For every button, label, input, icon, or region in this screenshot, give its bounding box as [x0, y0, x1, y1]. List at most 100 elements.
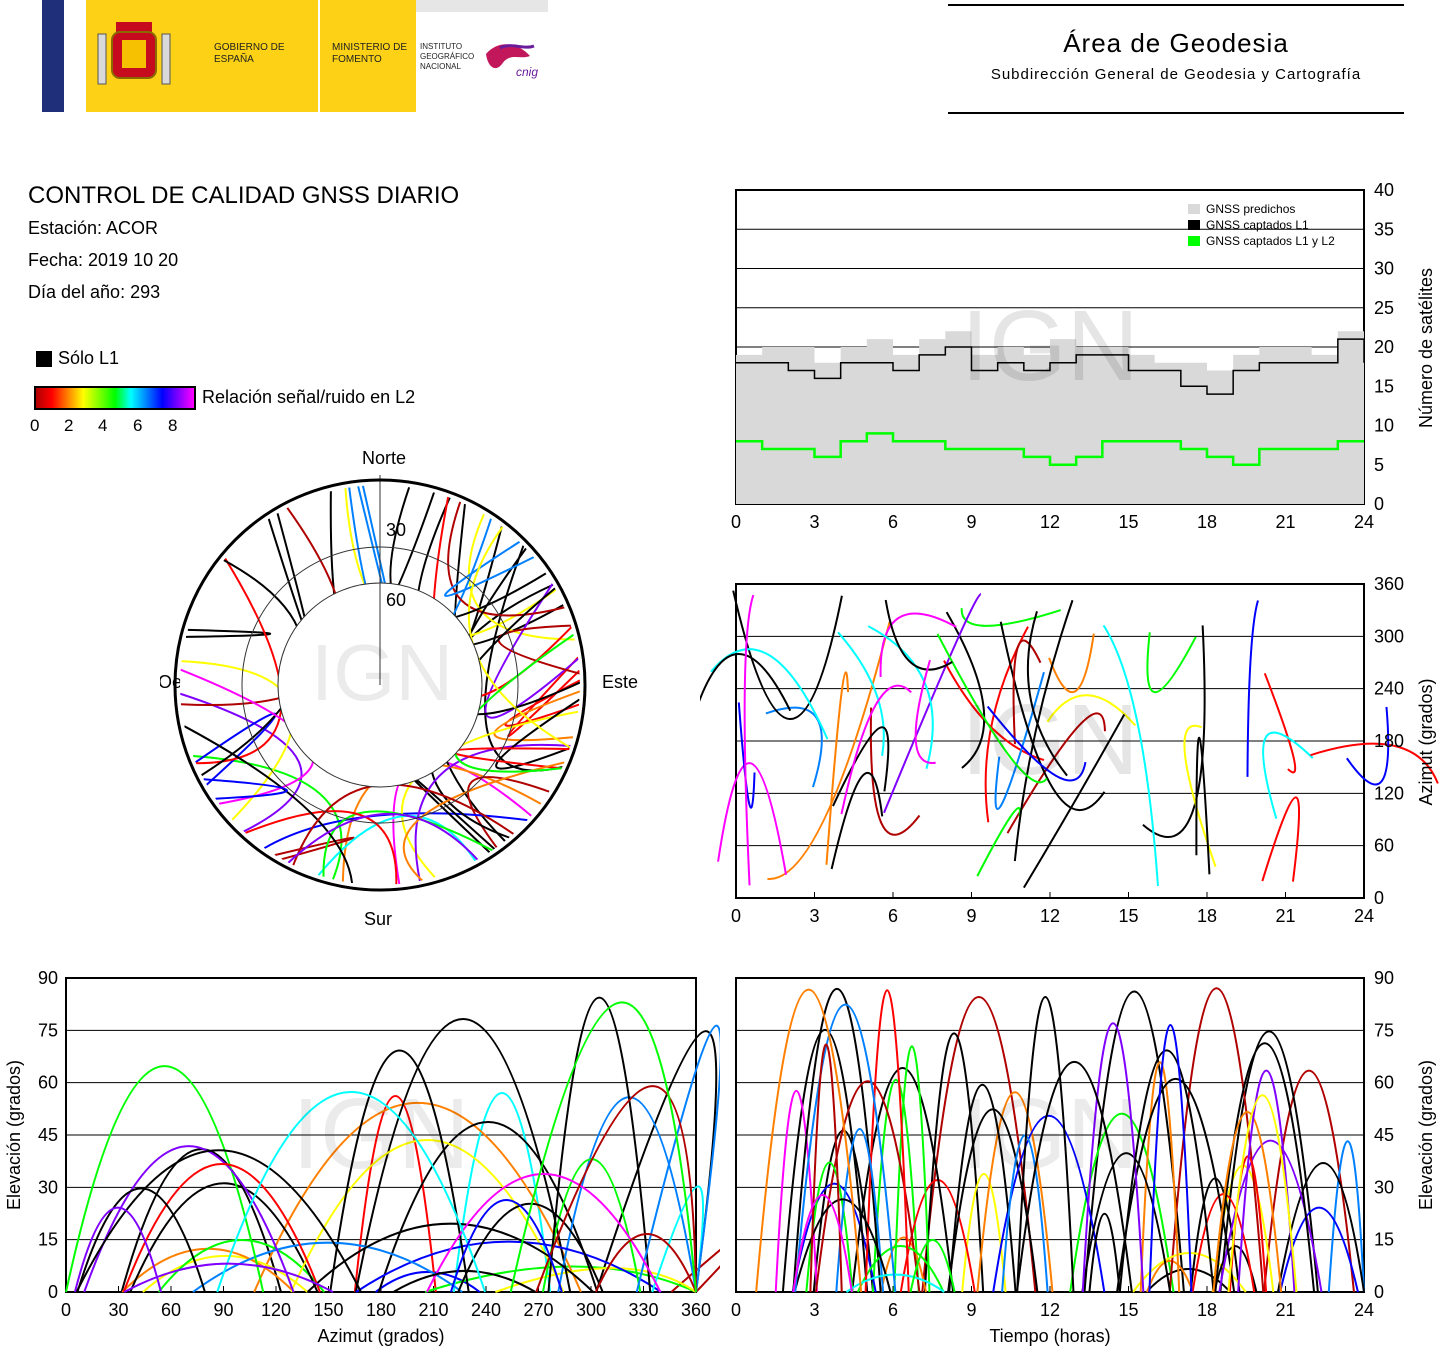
azimuth-time-x-ticks: 0 3 6 9 12 15 18 21 24: [731, 906, 1374, 926]
elevation-azimuth-track: [354, 1018, 572, 1293]
x-tick-label: 270: [523, 1300, 553, 1320]
watermark-ign: IGN: [311, 628, 453, 717]
snr-tick: 6: [133, 416, 143, 435]
elevation-time-track: [871, 1079, 920, 1293]
x-tick-label: 15: [1118, 1300, 1138, 1320]
gobierno-logo: GOBIERNO DE ESPAÑA MINISTERIO DE FOMENTO…: [42, 0, 548, 112]
elevation-time-track: [1069, 1112, 1175, 1293]
watermark-ign: IGN: [961, 290, 1139, 402]
cnig-text: cnig: [516, 65, 538, 79]
elevation-time-plot: IGN 0 3 6 9 12 15 18 21 24 0 15 30 45 60 75 90: [731, 968, 1394, 1320]
elevation-time-track: [1237, 1070, 1296, 1293]
y-tick-label: 45: [1374, 1125, 1394, 1145]
elevation-azimuth-tracks: [65, 997, 720, 1293]
x-tick-label: 6: [888, 906, 898, 926]
x-tick-label: 150: [313, 1300, 343, 1320]
elevation-azimuth-track: [123, 1262, 334, 1293]
skyplot-horizon: [173, 478, 587, 892]
elevation-azimuth-track: [329, 1049, 470, 1293]
x-tick-label: 15: [1118, 906, 1138, 926]
elevation-azimuth-track: [306, 1222, 594, 1293]
snr-colorbar-label: Relación señal/ruido en L2: [202, 387, 416, 407]
series-l1l2: [736, 432, 1364, 466]
elevation-time-track: [976, 1091, 1054, 1293]
x-tick-label: 24: [1354, 1300, 1374, 1320]
elevation-azimuth-track: [129, 1182, 319, 1293]
y-tick-label: 180: [1374, 731, 1404, 751]
x-tick-label: 18: [1197, 1300, 1217, 1320]
azimuth-track: [1261, 796, 1300, 882]
sat-count-x-ticks: 0 3 6 9 12 15 18 21 24: [731, 512, 1374, 532]
y-tick-label: 60: [38, 1073, 58, 1093]
y-tick-label: 20: [1374, 337, 1394, 357]
elevation-time-track: [880, 1236, 927, 1293]
skyplot-ring-label: 60: [386, 590, 406, 610]
azimuth-track: [867, 625, 934, 769]
elevation-time-track: [1116, 1078, 1236, 1293]
legend-solo-l1: Sólo L1: [36, 348, 119, 369]
elevation-azimuth-track: [535, 1085, 697, 1293]
x-tick-label: 21: [1275, 906, 1295, 926]
doy-label: Día del año: 293: [28, 282, 161, 302]
x-tick-label: 24: [1354, 512, 1374, 532]
page-title: CONTROL DE CALIDAD GNSS DIARIO: [28, 182, 460, 209]
y-tick-label: 30: [38, 1177, 58, 1197]
azimuth-track: [945, 611, 986, 769]
snr-tick: 8: [168, 416, 178, 435]
x-tick-label: 6: [888, 1300, 898, 1320]
elevation-time-track: [1148, 1024, 1193, 1293]
elevation-azimuth-track: [377, 1121, 599, 1293]
azimuth-track: [1310, 742, 1439, 784]
y-tick-label: 0: [1374, 494, 1384, 514]
x-tick-label: 9: [966, 512, 976, 532]
elevation-time-track: [792, 988, 882, 1293]
azimuth-track: [1046, 694, 1137, 727]
elevation-time-track: [1218, 1139, 1323, 1293]
ministerio-label: MINISTERIO DE FOMENTO: [332, 42, 408, 65]
azimuth-track: [1183, 724, 1217, 867]
azimuth-track: [1013, 599, 1074, 862]
x-tick-label: 30: [108, 1300, 128, 1320]
elevation-time-track: [856, 1245, 945, 1293]
skyplot-track: [497, 624, 580, 675]
y-tick-label: 300: [1374, 626, 1404, 646]
elevation-time-track: [1279, 1206, 1359, 1293]
y-tick-label: 75: [38, 1020, 58, 1040]
x-tick-label: 300: [576, 1300, 606, 1320]
y-tick-label: 25: [1374, 298, 1394, 318]
azimuth-track: [825, 671, 850, 865]
azimuth-track: [994, 671, 1045, 810]
sat-count-y-ticks: 0 5 10 15 20 25 30 35 40: [1374, 180, 1394, 514]
coat-of-arms-icon: [97, 22, 171, 85]
elevation-time-track: [1227, 1094, 1298, 1293]
elevation-azimuth-track: [290, 1138, 565, 1293]
x-tick-label: 0: [731, 512, 741, 532]
x-tick-label: 18: [1197, 906, 1217, 926]
ign-logo-band: INSTITUTO GEOGRÁFICO NACIONAL cnig: [416, 0, 548, 112]
azimuth-track: [1006, 712, 1106, 834]
x-tick-label: 0: [731, 906, 741, 926]
date-label: Fecha: 2019 10 20: [28, 250, 179, 270]
snr-tick: 0: [30, 416, 40, 435]
elevation-azimuth-track: [670, 1248, 720, 1293]
x-tick-label: 21: [1275, 512, 1295, 532]
azimuth-time-plot: IGN 0 3 6 9 12 15 18 21 24 0 60 120 180 240 300 360: [700, 574, 1439, 926]
y-tick-label: 30: [1374, 1177, 1394, 1197]
elevation-time-track: [792, 1194, 853, 1293]
skyplot-track: [195, 557, 283, 765]
y-tick-label: 60: [1374, 836, 1394, 856]
gobierno-label: GOBIERNO DE ESPAÑA: [214, 42, 285, 65]
legend-l1l2: GNSS captados L1 y L2: [1206, 234, 1335, 248]
elevation-time-track: [1081, 1152, 1172, 1293]
azimuth-time-tracks: [700, 590, 1439, 889]
elevation-time-chart: IGN 0 3 6 9 12 15 18 21 24 0 15 30 45 60 75 90 Tiempo …: [731, 968, 1436, 1346]
elevation-time-track: [794, 1003, 897, 1293]
azimuth-track: [743, 594, 755, 886]
elevation-time-track: [1015, 1060, 1133, 1293]
azimuth-track: [1146, 632, 1197, 694]
skyplot-track: [444, 540, 535, 597]
elevation-time-track: [845, 1273, 945, 1293]
watermark-ign: IGN: [292, 1078, 470, 1190]
x-tick-label: 3: [809, 512, 819, 532]
elevation-time-y-ticks: 0 15 30 45 60 75 90: [1374, 968, 1394, 1302]
